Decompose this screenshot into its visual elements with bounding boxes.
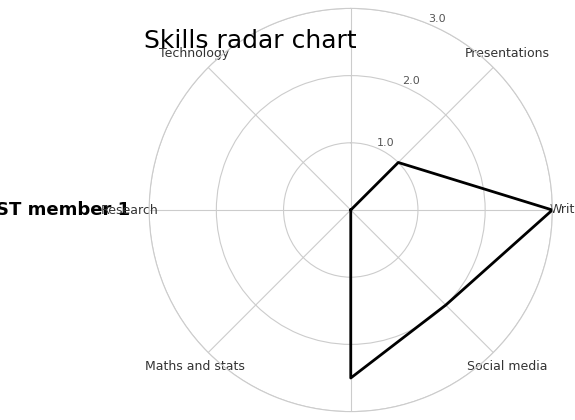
Text: ST member 1: ST member 1 (0, 201, 131, 219)
Text: Skills radar chart: Skills radar chart (144, 29, 356, 53)
